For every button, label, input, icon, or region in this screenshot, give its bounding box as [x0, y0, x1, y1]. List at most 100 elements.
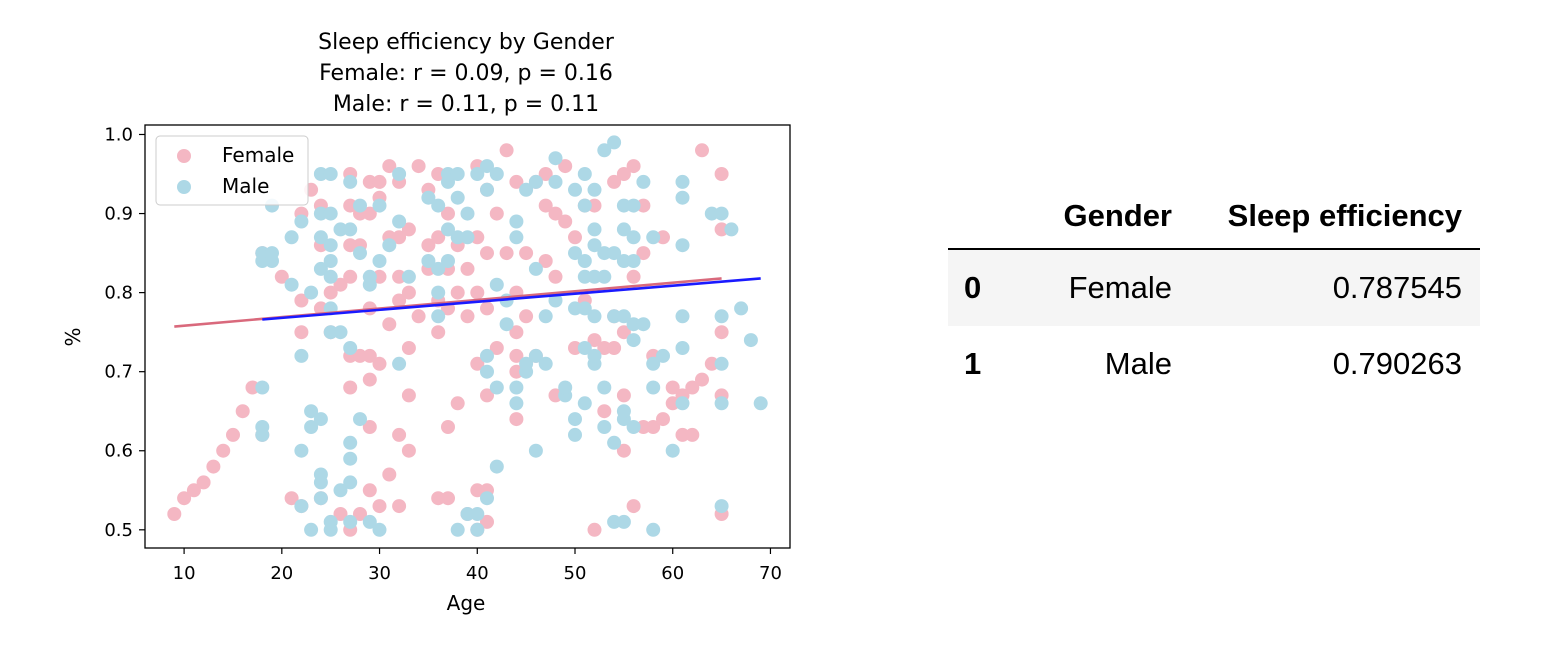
- male-point: [528, 348, 543, 363]
- male-point: [441, 167, 455, 181]
- row-gender: Female: [1068, 270, 1172, 305]
- female-point: [656, 412, 670, 427]
- male-point: [577, 198, 592, 213]
- female-point: [401, 285, 416, 300]
- female-point: [470, 483, 485, 498]
- male-point: [313, 412, 328, 427]
- female-point: [548, 206, 563, 221]
- female-point: [568, 341, 582, 355]
- female-point: [470, 285, 485, 300]
- male-point: [450, 230, 465, 245]
- female-point: [538, 254, 553, 268]
- male-point: [353, 198, 367, 213]
- male-point: [753, 396, 768, 411]
- female-point: [538, 167, 553, 181]
- male-point: [441, 254, 455, 268]
- female-point: [421, 238, 436, 253]
- male-point: [704, 206, 719, 221]
- y-axis-ticks: 0.5 0.6 0.7 0.8 0.9 1.0: [104, 124, 145, 541]
- female-point: [372, 499, 387, 514]
- male-point: [607, 435, 622, 450]
- legend-label-male: Male: [222, 174, 269, 198]
- male-point: [392, 356, 407, 371]
- male-point: [675, 396, 690, 411]
- male-point: [294, 214, 309, 229]
- table-row: 0 Female 0.787545: [948, 249, 1480, 326]
- female-point: [519, 309, 534, 324]
- male-point: [353, 246, 367, 261]
- male-point: [724, 222, 739, 237]
- male-point: [548, 293, 563, 308]
- male-point: [597, 246, 612, 261]
- male-point: [509, 380, 524, 395]
- male-point: [313, 167, 328, 181]
- male-point: [304, 285, 319, 300]
- female-point: [548, 388, 563, 403]
- male-point: [646, 230, 661, 245]
- female-point: [431, 167, 446, 181]
- male-point: [480, 348, 494, 363]
- male-point: [343, 514, 358, 529]
- female-point: [480, 514, 494, 529]
- female-point: [382, 159, 397, 174]
- male-point: [294, 499, 309, 514]
- female-point: [343, 380, 358, 395]
- female-point: [616, 325, 631, 340]
- female-point: [587, 198, 602, 213]
- male-point: [343, 451, 358, 466]
- chart-title-line-2: Female: r = 0.09, p = 0.16: [319, 61, 613, 86]
- male-point: [255, 420, 270, 434]
- female-point: [206, 459, 221, 474]
- male-point: [343, 475, 358, 490]
- male-point: [333, 325, 348, 340]
- female-point: [499, 246, 514, 261]
- male-point: [743, 333, 758, 348]
- female-point: [607, 341, 622, 355]
- female-point: [460, 309, 475, 324]
- female-point: [685, 427, 700, 442]
- female-point: [587, 522, 602, 537]
- male-point: [333, 483, 348, 498]
- female-point: [656, 230, 670, 245]
- y-tick-label: 0.6: [104, 441, 133, 462]
- female-point: [450, 396, 465, 411]
- male-point: [616, 309, 631, 324]
- female-point: [284, 491, 299, 506]
- female-point: [597, 404, 612, 419]
- male-point: [714, 309, 729, 324]
- female-point: [333, 277, 348, 292]
- female-point: [372, 174, 387, 189]
- trend-lines: [174, 277, 761, 328]
- male-point: [646, 380, 661, 395]
- male-point: [489, 277, 504, 292]
- male-point: [323, 325, 338, 340]
- female-point: [362, 483, 377, 498]
- male-point: [489, 380, 504, 395]
- male-point: [587, 238, 602, 253]
- female-point: [519, 246, 534, 261]
- male-point: [304, 522, 319, 537]
- male-point: [577, 341, 592, 355]
- male-point: [538, 356, 553, 371]
- male-point: [597, 143, 612, 158]
- male-point: [616, 404, 631, 419]
- female-point: [382, 317, 397, 332]
- female-point: [313, 301, 328, 316]
- male-point: [294, 443, 309, 458]
- male-point: [480, 182, 494, 197]
- female-point: [646, 420, 661, 434]
- female-point: [665, 380, 680, 395]
- female-point: [636, 420, 651, 434]
- x-tick-label: 50: [564, 563, 587, 584]
- male-point: [636, 174, 651, 189]
- male-point: [392, 214, 407, 229]
- male-point: [441, 222, 455, 237]
- female-point: [392, 427, 407, 442]
- chart-title-line-3: Male: r = 0.11, p = 0.11: [333, 92, 599, 117]
- female-point: [499, 143, 514, 158]
- male-point: [372, 198, 387, 213]
- female-point: [558, 214, 573, 229]
- female-point: [480, 301, 494, 316]
- male-point: [646, 522, 661, 537]
- male-point: [265, 246, 279, 261]
